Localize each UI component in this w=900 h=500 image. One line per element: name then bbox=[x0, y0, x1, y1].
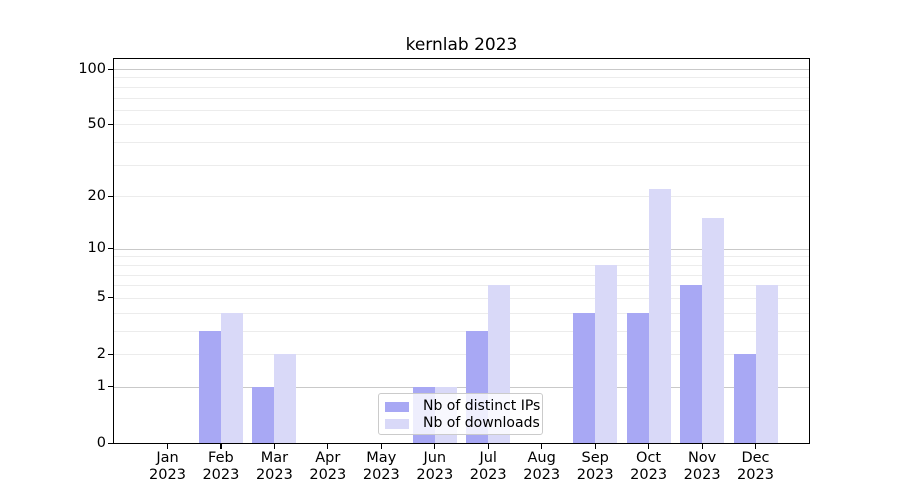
x-tick-mark bbox=[167, 444, 169, 449]
bar-distinct-ips-dec bbox=[733, 354, 756, 443]
y-axis-label: 5 bbox=[96, 289, 106, 306]
x-axis-label: Feb 2023 bbox=[202, 450, 240, 483]
bar-downloads-mar bbox=[274, 354, 297, 443]
x-axis-label: Apr 2023 bbox=[309, 450, 347, 483]
gridline-minor bbox=[114, 109, 809, 111]
bar-distinct-ips-nov bbox=[680, 285, 703, 443]
bar-downloads-dec bbox=[755, 285, 778, 443]
gridline-minor bbox=[114, 312, 809, 314]
x-tick-mark bbox=[380, 444, 382, 449]
x-axis-label: Mar 2023 bbox=[255, 450, 293, 483]
legend-label-distinct-ips: Nb of distinct IPs bbox=[423, 398, 541, 414]
y-axis-label: 20 bbox=[87, 187, 106, 204]
gridline-minor bbox=[114, 256, 809, 258]
gridline-minor bbox=[114, 164, 809, 166]
bar-distinct-ips-oct bbox=[626, 312, 649, 443]
chart-title: kernlab 2023 bbox=[405, 35, 518, 55]
x-tick-mark bbox=[220, 444, 222, 449]
legend-item-distinct-ips: Nb of distinct IPs bbox=[385, 398, 540, 415]
gridline-minor bbox=[114, 86, 809, 88]
gridline-minor bbox=[114, 297, 809, 299]
gridline-major bbox=[114, 248, 809, 250]
gridline-major bbox=[114, 69, 809, 70]
y-axis-label: 10 bbox=[87, 240, 106, 257]
bar-downloads-feb bbox=[220, 312, 243, 443]
x-tick-mark bbox=[434, 444, 436, 449]
gridline-minor bbox=[114, 124, 809, 126]
gridline-minor bbox=[114, 285, 809, 287]
x-tick-mark bbox=[327, 444, 329, 449]
y-axis-label: 50 bbox=[87, 115, 106, 132]
legend-swatch-downloads bbox=[385, 418, 409, 429]
gridline-minor bbox=[114, 77, 809, 79]
legend: Nb of distinct IPs Nb of downloads bbox=[378, 393, 543, 435]
x-axis-label: Jan 2023 bbox=[149, 450, 186, 483]
x-axis-label: Jun 2023 bbox=[416, 450, 454, 483]
x-tick-mark bbox=[487, 444, 489, 449]
x-axis-label: May 2023 bbox=[362, 450, 400, 483]
x-tick-mark bbox=[594, 444, 596, 449]
bar-distinct-ips-feb bbox=[198, 330, 221, 443]
bar-downloads-sep bbox=[595, 264, 618, 443]
gridline-minor bbox=[114, 142, 809, 144]
legend-item-downloads: Nb of downloads bbox=[385, 415, 540, 432]
gridline-minor bbox=[114, 196, 809, 198]
x-tick-mark bbox=[648, 444, 650, 449]
legend-label-downloads: Nb of downloads bbox=[423, 415, 540, 431]
y-axis-label: 0 bbox=[96, 434, 106, 451]
bar-downloads-oct bbox=[648, 188, 671, 443]
x-tick-mark bbox=[701, 444, 703, 449]
plot-area bbox=[113, 58, 810, 444]
gridline-major bbox=[114, 386, 809, 388]
bar-downloads-nov bbox=[702, 218, 725, 443]
y-axis-label: 1 bbox=[96, 378, 106, 395]
y-axis-label: 2 bbox=[96, 345, 106, 362]
x-axis-label: Oct 2023 bbox=[630, 450, 668, 483]
x-axis-label: Jul 2023 bbox=[469, 450, 507, 483]
gridline-minor bbox=[114, 330, 809, 332]
gridline-minor bbox=[114, 274, 809, 276]
x-axis-label: Dec 2023 bbox=[737, 450, 774, 483]
x-tick-mark bbox=[541, 444, 543, 449]
bar-distinct-ips-mar bbox=[252, 386, 275, 443]
x-tick-mark bbox=[273, 444, 276, 449]
legend-swatch-distinct-ips bbox=[385, 401, 409, 412]
bar-distinct-ips-sep bbox=[573, 312, 596, 443]
x-axis-label: Sep 2023 bbox=[576, 450, 614, 483]
gridline-minor bbox=[114, 354, 809, 355]
gridline-minor bbox=[114, 97, 809, 99]
y-axis-label: 100 bbox=[78, 60, 106, 77]
gridline-minor bbox=[114, 264, 809, 266]
x-axis-label: Nov 2023 bbox=[683, 450, 721, 483]
x-tick-mark bbox=[755, 444, 757, 449]
x-axis-label: Aug 2023 bbox=[523, 450, 561, 483]
